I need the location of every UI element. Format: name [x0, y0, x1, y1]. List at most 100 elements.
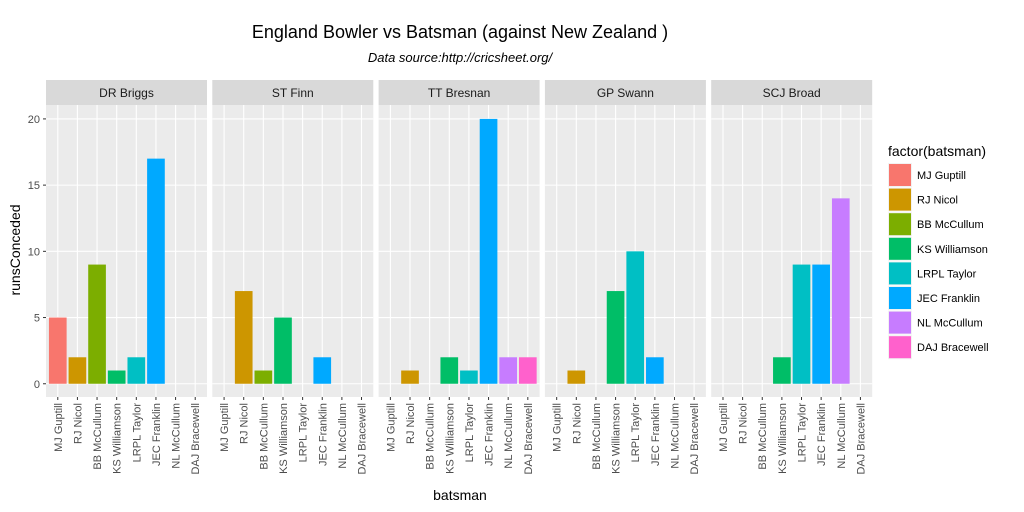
bar — [606, 291, 625, 384]
x-tick-label: MJ Guptill — [718, 403, 730, 452]
x-tick-label: RJ Nicol — [571, 403, 583, 444]
bar — [234, 291, 253, 384]
bar — [274, 317, 292, 384]
strip — [544, 80, 706, 105]
x-tick-label: JEC Franklin — [816, 403, 828, 466]
x-tick-label: JEC Franklin — [317, 403, 329, 466]
x-tick-label: KS Williamson — [611, 403, 623, 474]
bar — [313, 357, 332, 384]
y-tick-label: 15 — [28, 180, 40, 192]
bar — [48, 317, 67, 384]
chart-subtitle: Data source:http://cricsheet.org/ — [368, 50, 554, 65]
bar — [127, 357, 146, 384]
facet-label: SCJ Broad — [763, 86, 821, 100]
x-tick-label: KS Williamson — [444, 403, 456, 474]
x-tick-label: DAJ Bracewell — [855, 403, 867, 475]
x-tick-label: MJ Guptill — [219, 403, 231, 452]
bar — [773, 357, 791, 384]
x-tick-label: JEC Franklin — [650, 403, 662, 466]
bar — [254, 370, 273, 384]
y-axis-label: runsConceded — [7, 204, 23, 295]
chart-title: England Bowler vs Batsman (against New Z… — [252, 22, 668, 42]
bar — [440, 357, 459, 384]
x-tick-label: BB McCullum — [425, 403, 437, 470]
x-tick-label: LRPL Taylor — [630, 403, 642, 463]
y-tick-label: 10 — [28, 246, 40, 258]
x-tick-label: KS Williamson — [112, 403, 124, 474]
x-tick-label: DAJ Bracewell — [357, 403, 369, 475]
x-tick-label: DAJ Bracewell — [523, 403, 535, 475]
x-tick-label: LRPL Taylor — [797, 403, 809, 463]
strip — [212, 80, 374, 105]
facet-label: DR Briggs — [99, 86, 154, 100]
bar — [567, 370, 586, 384]
x-tick-label: BB McCullum — [757, 403, 769, 470]
x-tick-label: BB McCullum — [258, 403, 270, 470]
legend-title: factor(batsman) — [888, 143, 986, 159]
x-tick-label: KS Williamson — [278, 403, 290, 474]
facet-label: TT Bresnan — [428, 86, 490, 100]
legend-swatch — [889, 213, 911, 236]
facet-label: ST Finn — [272, 86, 314, 100]
x-tick-label: BB McCullum — [591, 403, 603, 470]
strip — [378, 80, 540, 105]
x-tick-label: BB McCullum — [92, 403, 104, 470]
bar — [68, 357, 87, 384]
x-tick-label: NL McCullum — [337, 403, 349, 469]
bar — [831, 198, 850, 384]
legend-swatch — [889, 287, 911, 309]
x-tick-label: MJ Guptill — [385, 403, 397, 452]
strip — [46, 80, 207, 105]
legend-swatch — [889, 237, 911, 260]
bar — [147, 158, 165, 384]
bar — [499, 357, 518, 384]
legend-label: KS Williamson — [917, 244, 988, 256]
bar — [518, 357, 537, 384]
x-tick-label: NL McCullum — [836, 403, 848, 469]
y-tick-label: 0 — [34, 379, 40, 391]
x-axis-label: batsman — [433, 487, 487, 503]
legend-swatch — [889, 336, 911, 359]
bar — [107, 370, 126, 384]
facet-label: GP Swann — [597, 86, 654, 100]
bar — [460, 370, 478, 384]
legend-label: RJ Nicol — [917, 195, 958, 207]
legend-label: DAJ Bracewell — [917, 342, 989, 354]
bar — [646, 357, 664, 384]
bar — [479, 118, 498, 384]
bar — [812, 264, 830, 384]
x-tick-label: DAJ Bracewell — [190, 403, 202, 475]
strip — [711, 80, 873, 105]
legend-label: JEC Franklin — [917, 293, 980, 305]
x-tick-label: DAJ Bracewell — [689, 403, 701, 475]
x-tick-label: NL McCullum — [171, 403, 183, 469]
x-tick-label: LRPL Taylor — [131, 403, 143, 463]
x-tick-label: NL McCullum — [503, 403, 515, 469]
x-tick-label: RJ Nicol — [72, 403, 84, 444]
legend-swatch — [889, 262, 911, 285]
y-tick-label: 20 — [28, 114, 40, 126]
x-tick-label: JEC Franklin — [151, 403, 163, 466]
x-tick-label: MJ Guptill — [552, 403, 564, 452]
x-tick-label: JEC Franklin — [484, 403, 496, 466]
legend-swatch — [889, 188, 911, 211]
x-tick-label: LRPL Taylor — [298, 403, 310, 463]
x-tick-label: KS Williamson — [777, 403, 789, 474]
bar — [401, 370, 419, 384]
x-tick-label: NL McCullum — [669, 403, 681, 469]
legend-label: MJ Guptill — [917, 170, 966, 182]
legend-swatch — [889, 164, 911, 186]
x-tick-label: MJ Guptill — [53, 403, 65, 452]
bar — [792, 264, 811, 384]
legend-label: LRPL Taylor — [917, 268, 977, 280]
y-tick-label: 5 — [34, 313, 40, 325]
x-tick-label: LRPL Taylor — [464, 403, 476, 463]
x-tick-label: RJ Nicol — [738, 403, 750, 444]
bar — [626, 251, 645, 384]
bar — [88, 264, 106, 384]
x-tick-label: RJ Nicol — [405, 403, 417, 444]
x-tick-label: RJ Nicol — [239, 403, 251, 444]
legend-label: BB McCullum — [917, 219, 984, 231]
legend-label: NL McCullum — [917, 318, 983, 330]
